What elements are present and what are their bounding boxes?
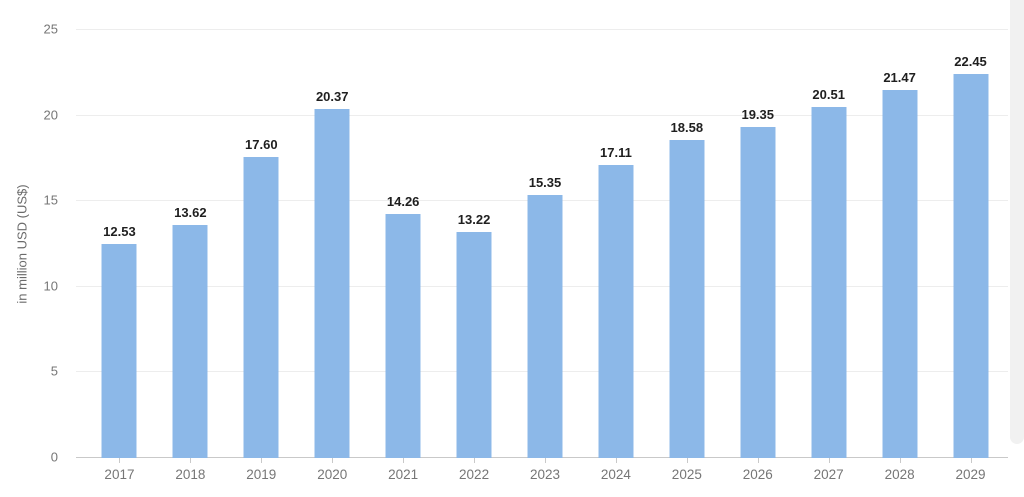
bar-slot: 21.47 2028 xyxy=(864,30,935,482)
x-tick-mark xyxy=(970,458,972,463)
y-tick-label: 25 xyxy=(43,21,58,37)
bar[interactable] xyxy=(740,126,776,458)
bar-slot: 14.26 2021 xyxy=(368,30,439,482)
x-tick-label: 2028 xyxy=(884,467,915,482)
bar-slot: 19.35 2026 xyxy=(722,30,793,482)
x-tick-label: 2022 xyxy=(459,467,490,482)
x-tick-mark xyxy=(828,458,830,463)
bar-slot: 13.22 2022 xyxy=(439,30,510,482)
x-tick-label: 2017 xyxy=(104,467,135,482)
bar-value-label: 20.51 xyxy=(812,86,845,102)
x-tick-mark xyxy=(190,458,192,463)
bar-slot: 12.53 2017 xyxy=(84,30,155,482)
bar-value-label: 22.45 xyxy=(954,53,987,69)
right-edge-band xyxy=(1010,0,1024,444)
bar-value-label: 13.22 xyxy=(457,211,491,227)
bar[interactable] xyxy=(385,213,421,458)
bar-value-label: 13.62 xyxy=(174,204,207,220)
bar-value-label: 15.35 xyxy=(528,175,562,191)
x-tick-label: 2021 xyxy=(388,467,419,482)
x-tick-label: 2027 xyxy=(813,467,844,482)
y-tick-label: 10 xyxy=(43,278,58,294)
x-tick-mark xyxy=(686,458,688,463)
x-tick-mark xyxy=(757,458,759,463)
bar-value-label: 17.11 xyxy=(599,145,632,161)
bar-value-label: 17.60 xyxy=(245,136,278,152)
bar-slot: 15.35 2023 xyxy=(510,30,581,482)
bar[interactable] xyxy=(101,243,137,458)
x-tick-label: 2025 xyxy=(671,467,702,482)
bar[interactable] xyxy=(882,90,918,458)
bar[interactable] xyxy=(811,106,847,458)
bar-value-label: 21.47 xyxy=(883,70,916,86)
bar-slot: 13.62 2018 xyxy=(155,30,226,482)
bar-value-label: 12.53 xyxy=(103,223,136,239)
plot-area: 0 5 10 15 20 25 12.53 2017 13.62 2018 17.60 2019 20.… xyxy=(44,22,1008,482)
bar-slot: 18.58 2025 xyxy=(651,30,722,482)
x-tick-mark xyxy=(474,458,476,463)
x-tick-mark xyxy=(403,458,405,463)
bar-value-label: 14.26 xyxy=(386,193,420,209)
x-tick-mark xyxy=(119,458,121,463)
y-tick-label: 15 xyxy=(43,192,58,208)
x-tick-label: 2018 xyxy=(175,467,206,482)
x-tick-mark xyxy=(899,458,901,463)
bars-layer: 12.53 2017 13.62 2018 17.60 2019 20.37 2020 14.2… xyxy=(84,30,1006,482)
x-tick-label: 2023 xyxy=(529,467,561,482)
bar[interactable] xyxy=(243,156,279,458)
bar[interactable] xyxy=(456,231,492,458)
bar-slot: 20.51 2027 xyxy=(793,30,864,482)
bar-slot: 22.45 2029 xyxy=(935,30,1006,482)
x-tick-mark xyxy=(615,458,617,463)
x-tick-label: 2029 xyxy=(955,467,986,482)
bar[interactable] xyxy=(953,73,989,458)
bar[interactable] xyxy=(598,165,634,458)
x-tick-label: 2026 xyxy=(742,467,773,482)
y-tick-label: 0 xyxy=(50,449,58,465)
y-tick-label: 5 xyxy=(50,363,58,379)
y-axis-title: in million USD (US$) xyxy=(14,184,30,304)
bar[interactable] xyxy=(172,224,208,458)
bar-value-label: 19.35 xyxy=(741,106,775,122)
bar-value-label: 20.37 xyxy=(315,89,349,105)
bar-slot: 17.60 2019 xyxy=(226,30,297,482)
gridline: 25 xyxy=(44,22,1008,37)
x-tick-mark xyxy=(261,458,263,463)
bar[interactable] xyxy=(527,195,563,458)
gridline: 20 xyxy=(44,107,1008,122)
bar-value-label: 18.58 xyxy=(670,119,704,135)
bar-slot: 20.37 2020 xyxy=(297,30,368,482)
x-tick-mark xyxy=(332,458,334,463)
x-tick-label: 2024 xyxy=(600,467,631,482)
bar[interactable] xyxy=(314,109,350,458)
x-tick-mark xyxy=(544,458,546,463)
bar[interactable] xyxy=(669,139,705,458)
x-tick-label: 2019 xyxy=(246,467,277,482)
x-tick-label: 2020 xyxy=(317,467,348,482)
y-tick-label: 20 xyxy=(43,107,58,123)
bar-slot: 17.11 2024 xyxy=(580,30,651,482)
